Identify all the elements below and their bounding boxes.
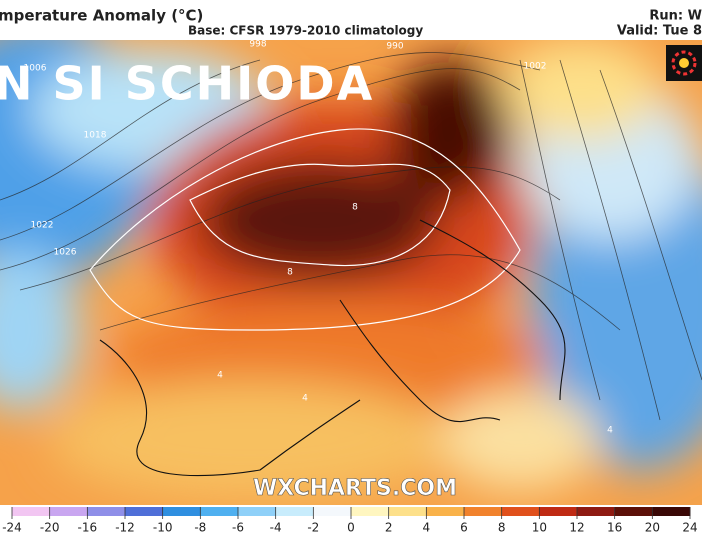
isobars — [0, 52, 702, 421]
anomaly-contours — [89, 128, 521, 331]
contour-label: 998 — [249, 40, 266, 50]
contour-label: 8 — [287, 268, 293, 278]
colorbar-segment — [351, 507, 390, 516]
colorbar-tick-label: -4 — [270, 521, 282, 535]
colorbar-tick-label: 2 — [385, 521, 393, 535]
subtitle: Base: CFSR 1979-2010 climatology — [188, 24, 423, 38]
colorbar-segment — [539, 507, 578, 516]
contour-label: 4 — [607, 426, 613, 436]
colorbar-segment — [125, 507, 164, 516]
coastlines — [99, 219, 566, 477]
logo — [666, 45, 702, 81]
valid-label: Valid: Tue 8 — [617, 24, 702, 39]
colorbar-tick-label: -2 — [307, 521, 319, 535]
colorbar-segment — [12, 507, 51, 516]
colorbar-tick-label: 0 — [347, 521, 355, 535]
colorbar-segment — [200, 507, 239, 516]
watermark: WXCHARTS.COM — [253, 476, 457, 501]
contour-label: 990 — [386, 42, 403, 52]
colorbar-tick-label: 20 — [645, 521, 660, 535]
contour-label: 1026 — [54, 248, 77, 258]
colorbar-tick-label: -16 — [78, 521, 98, 535]
colorbar-tick-label: 6 — [460, 521, 468, 535]
colorbar-tick-label: 4 — [423, 521, 431, 535]
colorbar-tick-label: -12 — [115, 521, 135, 535]
colorbar-segment — [577, 507, 616, 516]
colorbar-segment — [614, 507, 653, 516]
colorbar-segment — [313, 507, 352, 516]
colorbar-segment — [49, 507, 88, 516]
colorbar-segment — [501, 507, 540, 516]
colorbar-segment — [275, 507, 314, 516]
map — [0, 40, 702, 505]
colorbar-tick-label: -6 — [232, 521, 244, 535]
colorbar-tick-label: 10 — [532, 521, 547, 535]
colorbar-segment — [426, 507, 465, 516]
contour-label: 1002 — [524, 62, 547, 72]
anomaly-field — [0, 40, 702, 500]
colorbar-tick-label: 16 — [607, 521, 622, 535]
overlay-caption: N SI SCHIODA — [0, 57, 374, 111]
colorbar-segment — [464, 507, 503, 516]
colorbar-tick-label: 12 — [569, 521, 584, 535]
colorbar-segment — [652, 507, 691, 516]
contour-label: 4 — [302, 394, 308, 404]
run-label: Run: W — [649, 9, 702, 24]
colorbar-tick-label: 8 — [498, 521, 506, 535]
colorbar-tick-label: -10 — [153, 521, 173, 535]
title: mperature Anomaly (°C) — [0, 7, 203, 25]
colorbar-segment — [162, 507, 201, 516]
colorbar-segment — [87, 507, 126, 516]
contour-label: 1006 — [24, 64, 47, 74]
colorbar-tick-label: -8 — [194, 521, 206, 535]
colorbar-tick-label: -24 — [2, 521, 22, 535]
colorbar-segment — [238, 507, 277, 516]
contour-label: 1018 — [84, 131, 107, 141]
colorbar-tick-label: 24 — [682, 521, 697, 535]
colorbar-segment — [388, 507, 427, 516]
colorbar-tick-label: -20 — [40, 521, 60, 535]
contour-label: 1022 — [31, 221, 54, 231]
contour-label: 4 — [217, 371, 223, 381]
contour-label: 8 — [352, 203, 358, 213]
